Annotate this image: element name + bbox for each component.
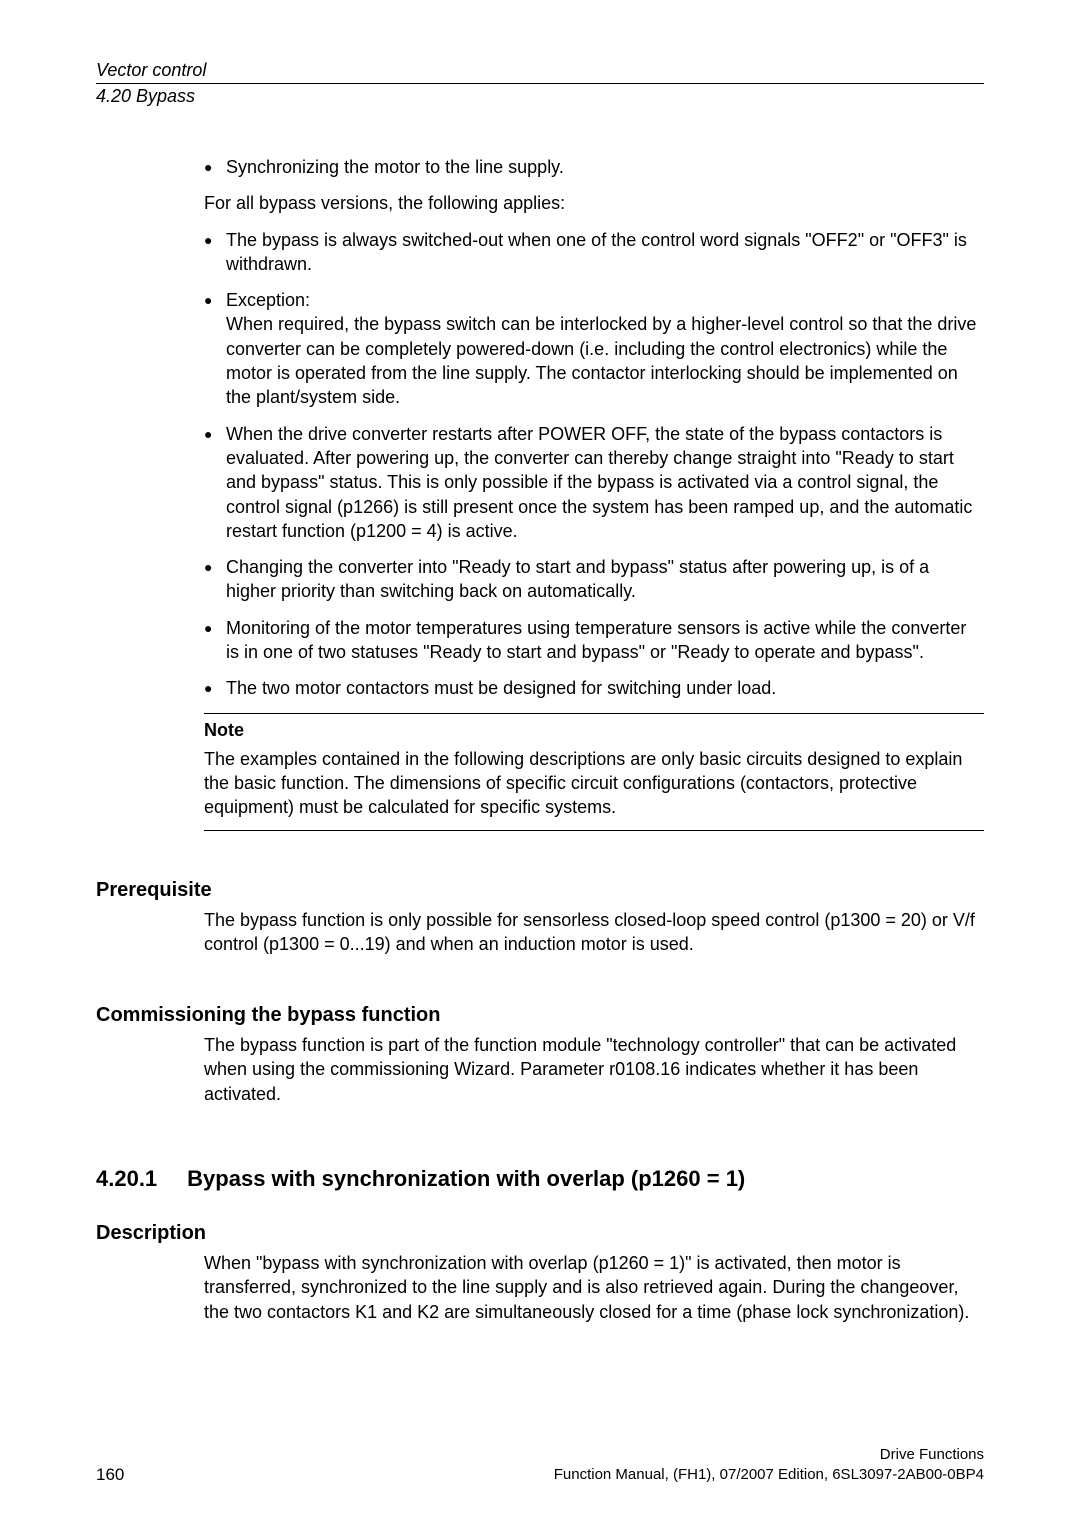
- prerequisite-heading: Prerequisite: [96, 879, 984, 902]
- page-header: Vector control 4.20 Bypass: [96, 60, 984, 107]
- commissioning-text: The bypass function is part of the funct…: [204, 1033, 984, 1106]
- list-item: The bypass is always switched-out when o…: [204, 228, 984, 277]
- list-item: Monitoring of the motor temperatures usi…: [204, 616, 984, 665]
- header-title: Vector control: [96, 60, 984, 81]
- list-item: When the drive converter restarts after …: [204, 422, 984, 543]
- main-bullet-list: The bypass is always switched-out when o…: [204, 228, 984, 701]
- list-item: Exception: When required, the bypass swi…: [204, 288, 984, 409]
- description-heading: Description: [96, 1222, 984, 1245]
- commissioning-body: The bypass function is part of the funct…: [204, 1033, 984, 1106]
- description-body: When "bypass with synchronization with o…: [204, 1251, 984, 1324]
- page-footer: 160 Drive Functions Function Manual, (FH…: [96, 1445, 984, 1486]
- lead-bullet-list: Synchronizing the motor to the line supp…: [204, 155, 984, 179]
- footer-right: Drive Functions Function Manual, (FH1), …: [554, 1445, 984, 1486]
- footer-line-1: Drive Functions: [554, 1445, 984, 1465]
- list-item: The two motor contactors must be designe…: [204, 676, 984, 700]
- list-item: Changing the converter into "Ready to st…: [204, 555, 984, 604]
- note-rule-bottom: [204, 830, 984, 831]
- page-root: Vector control 4.20 Bypass Synchronizing…: [0, 0, 1080, 1527]
- list-item: Synchronizing the motor to the line supp…: [204, 155, 984, 179]
- commissioning-heading: Commissioning the bypass function: [96, 1004, 984, 1027]
- footer-line-2: Function Manual, (FH1), 07/2007 Edition,…: [554, 1465, 984, 1485]
- page-content: Synchronizing the motor to the line supp…: [96, 155, 984, 1324]
- section-4-20-1-header: 4.20.1 Bypass with synchronization with …: [96, 1166, 984, 1192]
- header-subtitle: 4.20 Bypass: [96, 83, 984, 107]
- prerequisite-body: The bypass function is only possible for…: [204, 908, 984, 957]
- note-heading: Note: [204, 720, 984, 741]
- footer-row: 160 Drive Functions Function Manual, (FH…: [96, 1445, 984, 1486]
- lead-block: Synchronizing the motor to the line supp…: [204, 155, 984, 831]
- section-title: Bypass with synchronization with overlap…: [187, 1166, 745, 1192]
- note-text: The examples contained in the following …: [204, 747, 984, 820]
- section-number: 4.20.1: [96, 1166, 157, 1192]
- page-number: 160: [96, 1465, 124, 1485]
- prerequisite-text: The bypass function is only possible for…: [204, 908, 984, 957]
- note-rule-top: [204, 713, 984, 714]
- description-text: When "bypass with synchronization with o…: [204, 1251, 984, 1324]
- lead-paragraph: For all bypass versions, the following a…: [204, 191, 984, 215]
